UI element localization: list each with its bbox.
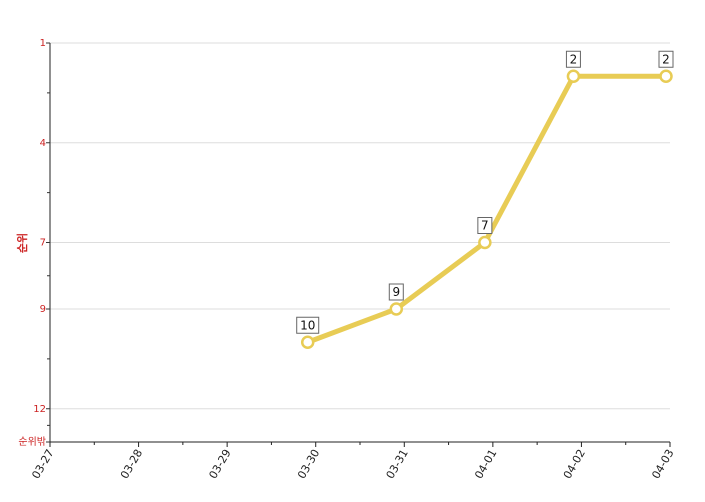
data-label-box xyxy=(477,217,493,234)
x-tick-label: 04-03 xyxy=(649,447,676,481)
y-tick-label: 7 xyxy=(40,238,46,249)
x-tick-label: 03-30 xyxy=(295,447,322,481)
y-axis-ticks: 1 4 7 9 12 순위밖 xyxy=(18,38,50,448)
data-label-box xyxy=(658,50,674,68)
data-point xyxy=(389,302,404,316)
data-label-box xyxy=(388,283,404,301)
data-label-box xyxy=(565,50,581,68)
x-tick-label: 03-29 xyxy=(206,447,233,481)
series-line xyxy=(305,73,669,345)
data-label: 10 xyxy=(300,318,315,332)
x-axis-ticks: 03-27 03-28 03-29 03-30 03-31 04-01 04-02 04-03 xyxy=(29,442,677,481)
data-point xyxy=(566,69,581,83)
x-tick-label: 03-31 xyxy=(384,447,411,481)
x-tick-label: 03-27 xyxy=(29,447,56,481)
grid-lines xyxy=(50,42,670,410)
data-label: 7 xyxy=(481,219,489,233)
x-tick-label: 03-28 xyxy=(118,447,145,481)
x-tick-label: 04-01 xyxy=(472,447,499,481)
y-tick-label: 1 xyxy=(40,38,46,49)
data-point xyxy=(478,235,492,250)
data-point xyxy=(300,335,315,349)
data-label: 2 xyxy=(662,52,670,66)
y-tick-label: 9 xyxy=(40,304,46,315)
y-tick-label: 12 xyxy=(33,404,46,415)
data-label-box xyxy=(296,316,320,334)
data-label: 2 xyxy=(570,52,578,66)
y-axis-label: 순위 xyxy=(16,233,29,253)
series-group: 10 9 7 2 2 xyxy=(296,50,674,349)
y-tick-label: 순위밖 xyxy=(18,435,46,448)
y-tick-label: 4 xyxy=(40,138,46,149)
data-point xyxy=(659,69,673,83)
data-label: 9 xyxy=(392,285,400,299)
x-tick-label: 04-02 xyxy=(561,447,588,481)
